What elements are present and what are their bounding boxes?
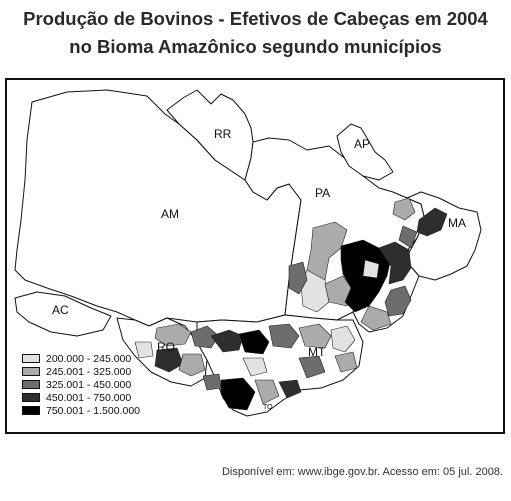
- state-label-ac: AC: [52, 303, 69, 317]
- legend-swatch: [22, 354, 40, 363]
- legend-item: 325.001 - 450.000: [22, 378, 140, 391]
- state-label-rr: RR: [214, 127, 232, 141]
- state-rr: [166, 89, 254, 181]
- map-title-line2: no Bioma Amazônico segundo municípios: [69, 36, 442, 57]
- legend-swatch: [22, 393, 40, 402]
- map-title-line1: Produção de Bovinos - Efetivos de Cabeça…: [23, 8, 488, 29]
- legend-label: 750.001 - 1.500.000: [46, 404, 140, 417]
- legend-item: 245.001 - 325.000: [22, 365, 140, 378]
- legend-label: 325.001 - 450.000: [46, 378, 132, 391]
- state-am: [14, 89, 302, 327]
- legend-swatch: [22, 406, 40, 415]
- legend-label: 245.001 - 325.000: [46, 365, 132, 378]
- map-frame: RR AP AM PA MA AC RO MT TO: [5, 78, 505, 434]
- state-label-ap: AP: [354, 137, 371, 151]
- municipality-shading: [134, 197, 448, 411]
- state-label-ma: MA: [448, 216, 466, 230]
- source-citation: Disponível em: www.ibge.gov.br. Acesso e…: [221, 466, 503, 478]
- amazon-biome-map: [14, 89, 482, 417]
- state-label-am: AM: [161, 207, 179, 221]
- state-label-mt: MT: [308, 345, 326, 359]
- legend-label: 200.000 - 245.000: [46, 352, 132, 365]
- legend-item: 200.000 - 245.000: [22, 352, 140, 365]
- legend-label: 450.001 - 750.000: [46, 391, 132, 404]
- state-ap: [336, 123, 394, 181]
- legend-item: 450.001 - 750.000: [22, 391, 140, 404]
- legend-item: 750.001 - 1.500.000: [22, 404, 140, 417]
- state-label-to: TO: [263, 404, 273, 411]
- state-label-ro: RO: [157, 340, 175, 354]
- legend-swatch: [22, 367, 40, 376]
- legend-swatch: [22, 380, 40, 389]
- state-label-pa: PA: [315, 186, 331, 200]
- state-ac: [14, 291, 112, 337]
- map-legend: 200.000 - 245.000 245.001 - 325.000 325.…: [22, 352, 140, 417]
